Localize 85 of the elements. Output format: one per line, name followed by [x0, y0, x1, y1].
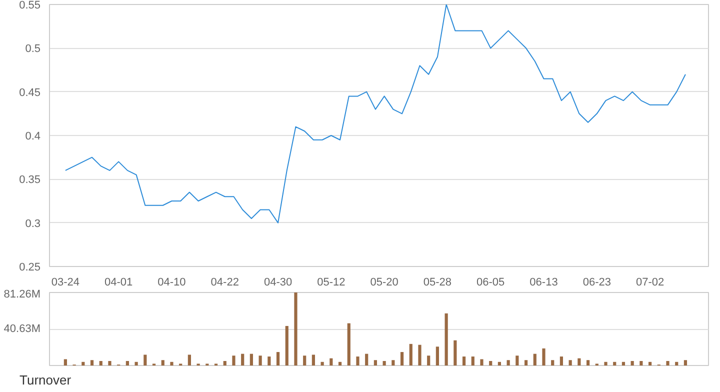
bar — [568, 360, 572, 366]
bar — [330, 358, 333, 366]
text: Turnover — [20, 372, 72, 388]
bar — [622, 362, 626, 366]
bar — [276, 352, 280, 366]
bar — [542, 348, 546, 366]
bar — [489, 361, 492, 366]
bar — [684, 360, 688, 366]
bar — [303, 356, 306, 366]
bar — [99, 361, 102, 366]
bar — [90, 360, 94, 366]
line-series — [64, 4, 686, 224]
bar — [640, 361, 643, 366]
bar — [347, 323, 350, 366]
bar — [586, 360, 590, 366]
bar — [506, 360, 510, 366]
bar — [356, 356, 360, 366]
bar — [560, 356, 564, 366]
bar — [338, 362, 342, 366]
bar — [480, 359, 484, 366]
x-tick-label: 07-02 — [636, 276, 664, 288]
bar — [533, 354, 536, 366]
bar — [170, 362, 174, 366]
y-tick-label: 0.55 — [19, 0, 41, 12]
bar — [666, 361, 670, 366]
bar — [516, 356, 519, 366]
bar — [436, 346, 440, 366]
bar — [365, 354, 368, 366]
bar — [418, 344, 422, 366]
bar — [382, 361, 386, 366]
bar — [258, 356, 262, 366]
bar — [392, 360, 395, 366]
x-tick-label: 05-28 — [423, 276, 452, 288]
bar — [444, 313, 448, 366]
bar — [64, 359, 67, 366]
x-tick-label: 04-10 — [158, 276, 186, 288]
bar — [427, 356, 430, 366]
bar — [312, 354, 316, 366]
bar — [223, 361, 226, 366]
bar — [374, 360, 378, 366]
bar — [250, 354, 253, 366]
x-tick-label: 06-23 — [582, 276, 611, 288]
bar — [551, 360, 554, 366]
y-tick-label: 0.5 — [25, 43, 41, 56]
bar — [471, 356, 474, 366]
bar — [161, 360, 164, 366]
bar — [188, 354, 191, 366]
bar — [604, 362, 608, 366]
bar — [294, 292, 298, 366]
x-tick-label: 05-20 — [370, 276, 398, 288]
bar — [648, 362, 652, 366]
bar — [144, 354, 147, 366]
bar — [285, 326, 288, 366]
y-tick-label: 0.25 — [19, 262, 41, 274]
x-tick-label: 04-30 — [264, 276, 292, 288]
bar — [320, 362, 324, 366]
y-tick-label: 0.45 — [19, 86, 41, 99]
bar — [498, 362, 502, 366]
bar — [454, 340, 457, 366]
bar — [675, 362, 678, 366]
y-tick-label: 40.63M — [4, 323, 41, 335]
y-tick-label: 0.3 — [25, 218, 41, 230]
x-tick-label: 06-13 — [530, 276, 558, 288]
bar — [613, 362, 616, 366]
bar — [630, 361, 634, 366]
x-tick-label: 05-12 — [317, 276, 346, 288]
bar — [409, 344, 412, 366]
bar — [126, 361, 129, 366]
bar — [232, 356, 236, 366]
y-tick-label: 0.4 — [25, 130, 41, 142]
y-tick-label: 81.26M — [4, 288, 41, 300]
y-tick-label: 0.35 — [19, 174, 41, 186]
x-tick-label: 06-05 — [476, 276, 505, 288]
x-tick-label: 04-22 — [210, 276, 239, 288]
bar — [268, 356, 271, 366]
bar — [108, 361, 112, 366]
bar — [134, 362, 138, 366]
bar — [578, 358, 581, 366]
bar — [241, 354, 244, 366]
bar — [524, 360, 528, 366]
x-tick-label: 04-01 — [104, 276, 133, 288]
bar — [462, 356, 466, 366]
bar — [82, 362, 85, 366]
bar — [400, 352, 404, 366]
x-tick-label: 03-24 — [51, 276, 80, 288]
